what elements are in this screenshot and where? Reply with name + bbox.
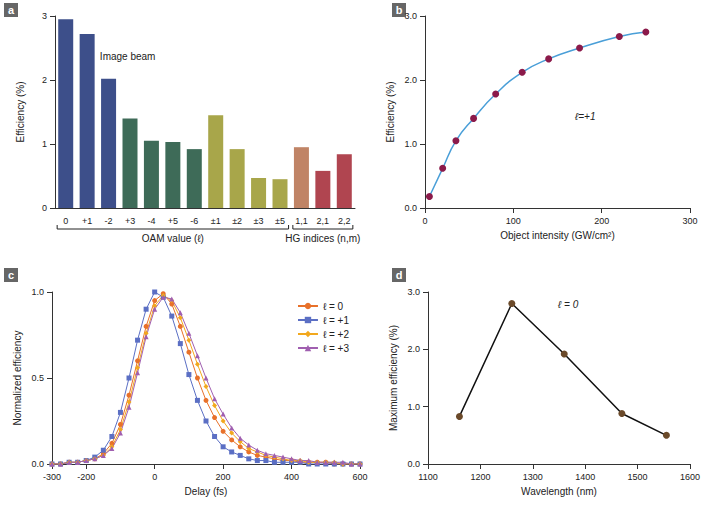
svg-text:ℓ = 0: ℓ = 0 <box>323 301 344 312</box>
svg-text:Image beam: Image beam <box>100 51 156 62</box>
svg-text:OAM value (ℓ): OAM value (ℓ) <box>142 233 204 244</box>
svg-text:-6: -6 <box>190 216 198 226</box>
svg-text:ℓ = +1: ℓ = +1 <box>323 315 349 326</box>
svg-text:2: 2 <box>42 75 47 85</box>
svg-text:d: d <box>396 269 403 281</box>
svg-text:1.0: 1.0 <box>31 287 44 297</box>
svg-text:1200: 1200 <box>470 472 490 482</box>
svg-text:1400: 1400 <box>575 472 595 482</box>
svg-text:ℓ=+1: ℓ=+1 <box>574 111 595 122</box>
svg-text:1600: 1600 <box>680 472 700 482</box>
svg-text:200: 200 <box>216 472 231 482</box>
svg-text:3.0: 3.0 <box>407 287 420 297</box>
svg-text:3.0: 3.0 <box>404 11 417 21</box>
svg-text:Object intensity (GW/cm²): Object intensity (GW/cm²) <box>500 230 614 241</box>
svg-text:0: 0 <box>63 216 68 226</box>
svg-text:1.0: 1.0 <box>404 139 417 149</box>
svg-text:+1: +1 <box>82 216 92 226</box>
svg-text:+5: +5 <box>168 216 178 226</box>
svg-text:2,1: 2,1 <box>317 216 330 226</box>
svg-text:Maximum efficiency (%): Maximum efficiency (%) <box>388 325 399 431</box>
svg-text:ℓ = +3: ℓ = +3 <box>323 343 349 354</box>
svg-text:±2: ±2 <box>232 216 242 226</box>
svg-text:100: 100 <box>506 216 521 226</box>
svg-text:2,2: 2,2 <box>338 216 351 226</box>
svg-text:1300: 1300 <box>523 472 543 482</box>
svg-text:-4: -4 <box>147 216 155 226</box>
svg-text:1.0: 1.0 <box>407 402 420 412</box>
svg-text:0: 0 <box>422 216 427 226</box>
svg-text:±1: ±1 <box>211 216 221 226</box>
svg-text:1500: 1500 <box>628 472 648 482</box>
svg-text:Delay (fs): Delay (fs) <box>185 486 228 497</box>
svg-text:400: 400 <box>284 472 299 482</box>
svg-text:ℓ = 0: ℓ = 0 <box>557 299 579 310</box>
svg-text:3: 3 <box>42 11 47 21</box>
svg-text:c: c <box>8 269 14 281</box>
svg-text:1,1: 1,1 <box>295 216 308 226</box>
svg-text:-200: -200 <box>77 472 95 482</box>
svg-text:-300: -300 <box>43 472 61 482</box>
svg-text:±5: ±5 <box>275 216 285 226</box>
svg-text:0.0: 0.0 <box>404 203 417 213</box>
svg-text:Efficiency (%): Efficiency (%) <box>15 82 26 143</box>
svg-text:300: 300 <box>682 216 697 226</box>
svg-text:2.0: 2.0 <box>404 75 417 85</box>
svg-text:+3: +3 <box>125 216 135 226</box>
svg-text:-2: -2 <box>105 216 113 226</box>
svg-text:0.5: 0.5 <box>31 373 44 383</box>
svg-text:Normalized efficiency: Normalized efficiency <box>12 331 23 426</box>
svg-text:b: b <box>396 4 403 16</box>
svg-text:Wavelength (nm): Wavelength (nm) <box>521 486 597 497</box>
svg-text:1100: 1100 <box>418 472 437 482</box>
svg-text:1: 1 <box>42 139 47 149</box>
svg-text:Efficiency (%): Efficiency (%) <box>385 82 396 143</box>
svg-text:2.0: 2.0 <box>407 344 420 354</box>
svg-text:±3: ±3 <box>254 216 264 226</box>
svg-text:0.0: 0.0 <box>31 459 44 469</box>
svg-text:ℓ = +2: ℓ = +2 <box>323 329 349 340</box>
svg-text:600: 600 <box>352 472 367 482</box>
svg-text:a: a <box>8 4 15 16</box>
svg-text:0: 0 <box>152 472 157 482</box>
svg-text:HG indices (n,m): HG indices (n,m) <box>285 233 360 244</box>
svg-text:0: 0 <box>42 203 47 213</box>
svg-text:0.0: 0.0 <box>407 459 420 469</box>
svg-text:200: 200 <box>594 216 609 226</box>
